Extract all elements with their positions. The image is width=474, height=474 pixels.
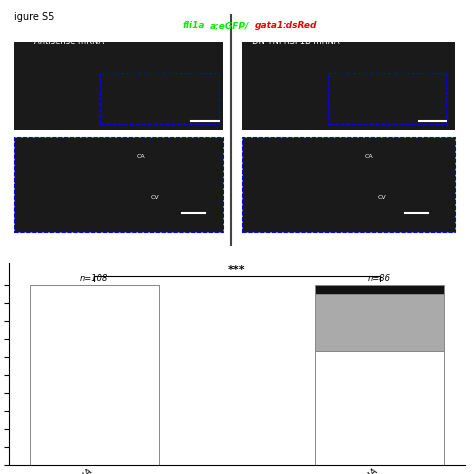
Bar	[316, 285, 444, 294]
Text: DN TNFRSF1B mRNA: DN TNFRSF1B mRNA	[252, 37, 340, 46]
Bar	[14, 137, 223, 232]
Bar	[328, 73, 447, 124]
Text: fli1a: fli1a	[182, 21, 205, 30]
Bar	[30, 285, 158, 465]
Text: gata1: gata1	[255, 21, 284, 30]
Text: CV: CV	[378, 195, 387, 201]
Text: n=108: n=108	[80, 274, 109, 283]
Text: :dsRed: :dsRed	[283, 21, 317, 30]
Text: n=86: n=86	[368, 274, 391, 283]
Text: Antisense mRNA: Antisense mRNA	[34, 37, 104, 46]
Text: CV: CV	[151, 195, 159, 201]
Text: CA: CA	[137, 154, 146, 159]
Bar	[316, 294, 444, 351]
Text: a:eGFP/: a:eGFP/	[210, 21, 249, 30]
FancyBboxPatch shape	[242, 42, 456, 130]
Text: igure S5: igure S5	[14, 12, 55, 22]
Bar	[316, 351, 444, 465]
Text: CA: CA	[365, 154, 373, 159]
Bar	[100, 73, 219, 124]
Text: ***: ***	[228, 265, 246, 275]
Text: A: A	[14, 21, 25, 35]
Bar	[242, 137, 456, 232]
FancyBboxPatch shape	[14, 42, 223, 130]
